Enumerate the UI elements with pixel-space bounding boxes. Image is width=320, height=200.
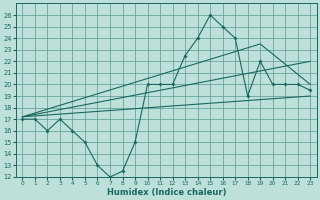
X-axis label: Humidex (Indice chaleur): Humidex (Indice chaleur) (107, 188, 226, 197)
